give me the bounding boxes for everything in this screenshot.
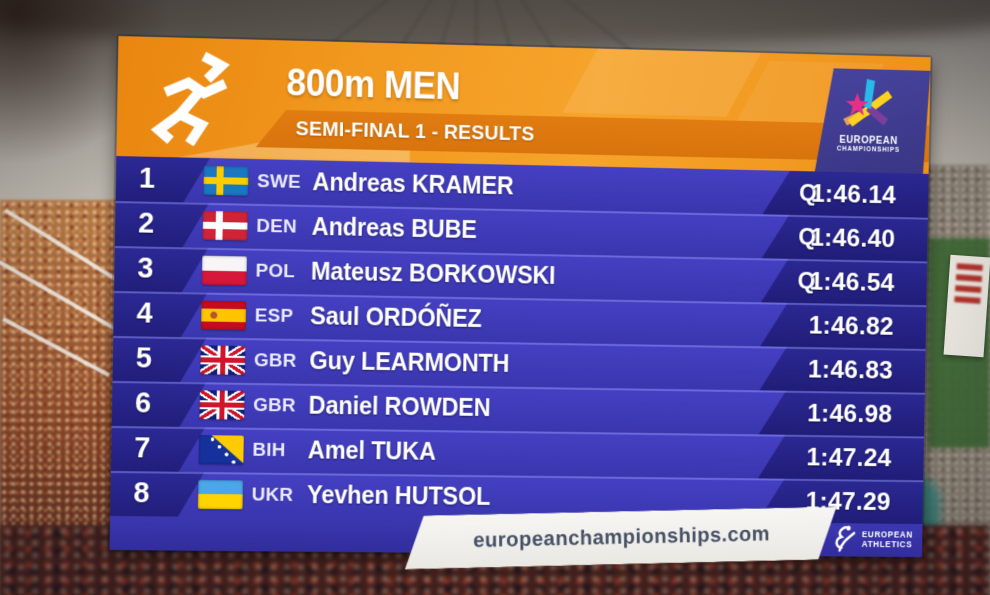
- athlete-name: Saul ORDÓÑEZ: [309, 302, 482, 333]
- flag-gbr-icon: [200, 345, 246, 375]
- rank-cell: 3: [114, 246, 208, 293]
- flag-pol-icon: [201, 255, 247, 286]
- ec-star-icon: [841, 76, 897, 134]
- rank-cell: 8: [110, 471, 204, 517]
- runner-icon: [150, 51, 231, 147]
- ad-text-blur: [955, 274, 983, 282]
- rank-cell: 7: [111, 426, 205, 472]
- athlete-name: Mateusz BORKOWSKI: [310, 257, 556, 290]
- time-cell: 1:46.98: [759, 390, 925, 436]
- country-code: POL: [255, 260, 296, 283]
- website-url: europeanchampionships.com: [473, 522, 771, 553]
- athlete-name: Yevhen HUTSOL: [306, 481, 491, 511]
- finish-time: 1:46.98: [806, 397, 893, 429]
- time-cell: Q 1:46.40: [762, 214, 928, 261]
- flag-ukr-icon: [197, 479, 244, 510]
- flag-bih-icon: [198, 435, 244, 465]
- country-code: GBR: [253, 350, 297, 372]
- rank-number: 2: [137, 207, 155, 240]
- athlete-name: Daniel ROWDEN: [308, 391, 491, 423]
- finish-time: 1:46.54: [809, 266, 895, 297]
- ea-runner-icon: [832, 524, 857, 553]
- country-code: GBR: [253, 394, 297, 417]
- rank-cell: 5: [112, 336, 206, 382]
- ad-text-blur: [955, 285, 982, 293]
- round-subtitle: SEMI-FINAL 1 - RESULTS: [295, 117, 535, 146]
- website-banner: europeanchampionships.com: [404, 507, 837, 570]
- flag-den-icon: [202, 210, 248, 241]
- header-shine: [562, 48, 762, 117]
- flag-swe-icon: [203, 165, 249, 196]
- event-title: 800m MEN: [286, 62, 461, 109]
- athlete-name: Guy LEARMONTH: [309, 347, 510, 378]
- time-cell: 1:46.83: [759, 346, 925, 392]
- european-championships-logo: EUROPEAN CHAMPIONSHIPS: [807, 68, 930, 174]
- finish-time: 1:46.40: [809, 222, 896, 254]
- finish-time: 1:47.24: [806, 441, 892, 473]
- rank-number: 5: [135, 342, 153, 375]
- trackside-ad-banner: [943, 254, 990, 358]
- time-cell: Q 1:46.14: [762, 170, 928, 217]
- finish-time: 1:46.14: [810, 178, 897, 210]
- rank-number: 3: [137, 252, 154, 285]
- finish-time: 1:46.83: [807, 353, 894, 385]
- flag-esp-icon: [201, 300, 247, 331]
- board-header: 800m MEN SEMI-FINAL 1 - RESULTS EUROPEAN…: [116, 36, 931, 174]
- country-code: BIH: [252, 439, 286, 462]
- time-cell: Q 1:46.54: [761, 258, 927, 305]
- ec-logo-text-2: CHAMPIONSHIPS: [836, 145, 901, 154]
- country-code: UKR: [251, 484, 294, 506]
- rank-number: 8: [133, 477, 150, 510]
- rank-number: 4: [136, 297, 153, 330]
- rank-number: 1: [138, 162, 156, 195]
- country-code: DEN: [256, 215, 298, 238]
- country-code: ESP: [254, 305, 294, 327]
- rank-cell: 6: [112, 381, 206, 427]
- athlete-name: Andreas BUBE: [311, 212, 478, 244]
- ea-logo-text-2: ATHLETICS: [861, 539, 913, 550]
- rank-cell: 4: [113, 291, 207, 337]
- ea-logo-text-1: EUROPEAN: [861, 529, 913, 540]
- athlete-name: Amel TUKA: [307, 436, 436, 466]
- rank-number: 6: [134, 387, 152, 420]
- athlete-name: Andreas KRAMER: [312, 168, 514, 201]
- country-code: SWE: [256, 171, 301, 193]
- results-table: 1 SWE Andreas KRAMER Q 1:46.14 2 DEN And…: [110, 156, 929, 525]
- european-athletics-logo: EUROPEAN ATHLETICS: [832, 521, 913, 557]
- results-board: 800m MEN SEMI-FINAL 1 - RESULTS EUROPEAN…: [109, 36, 931, 557]
- flag-gbr-icon: [199, 390, 245, 420]
- finish-time: 1:46.82: [808, 310, 895, 341]
- rank-number: 7: [133, 432, 151, 465]
- rank-cell: 2: [115, 201, 209, 248]
- time-cell: 1:47.24: [758, 434, 924, 480]
- time-cell: 1:46.82: [760, 302, 926, 349]
- rank-cell: 1: [116, 156, 210, 203]
- ad-text-blur: [954, 296, 981, 304]
- ad-text-blur: [956, 263, 983, 271]
